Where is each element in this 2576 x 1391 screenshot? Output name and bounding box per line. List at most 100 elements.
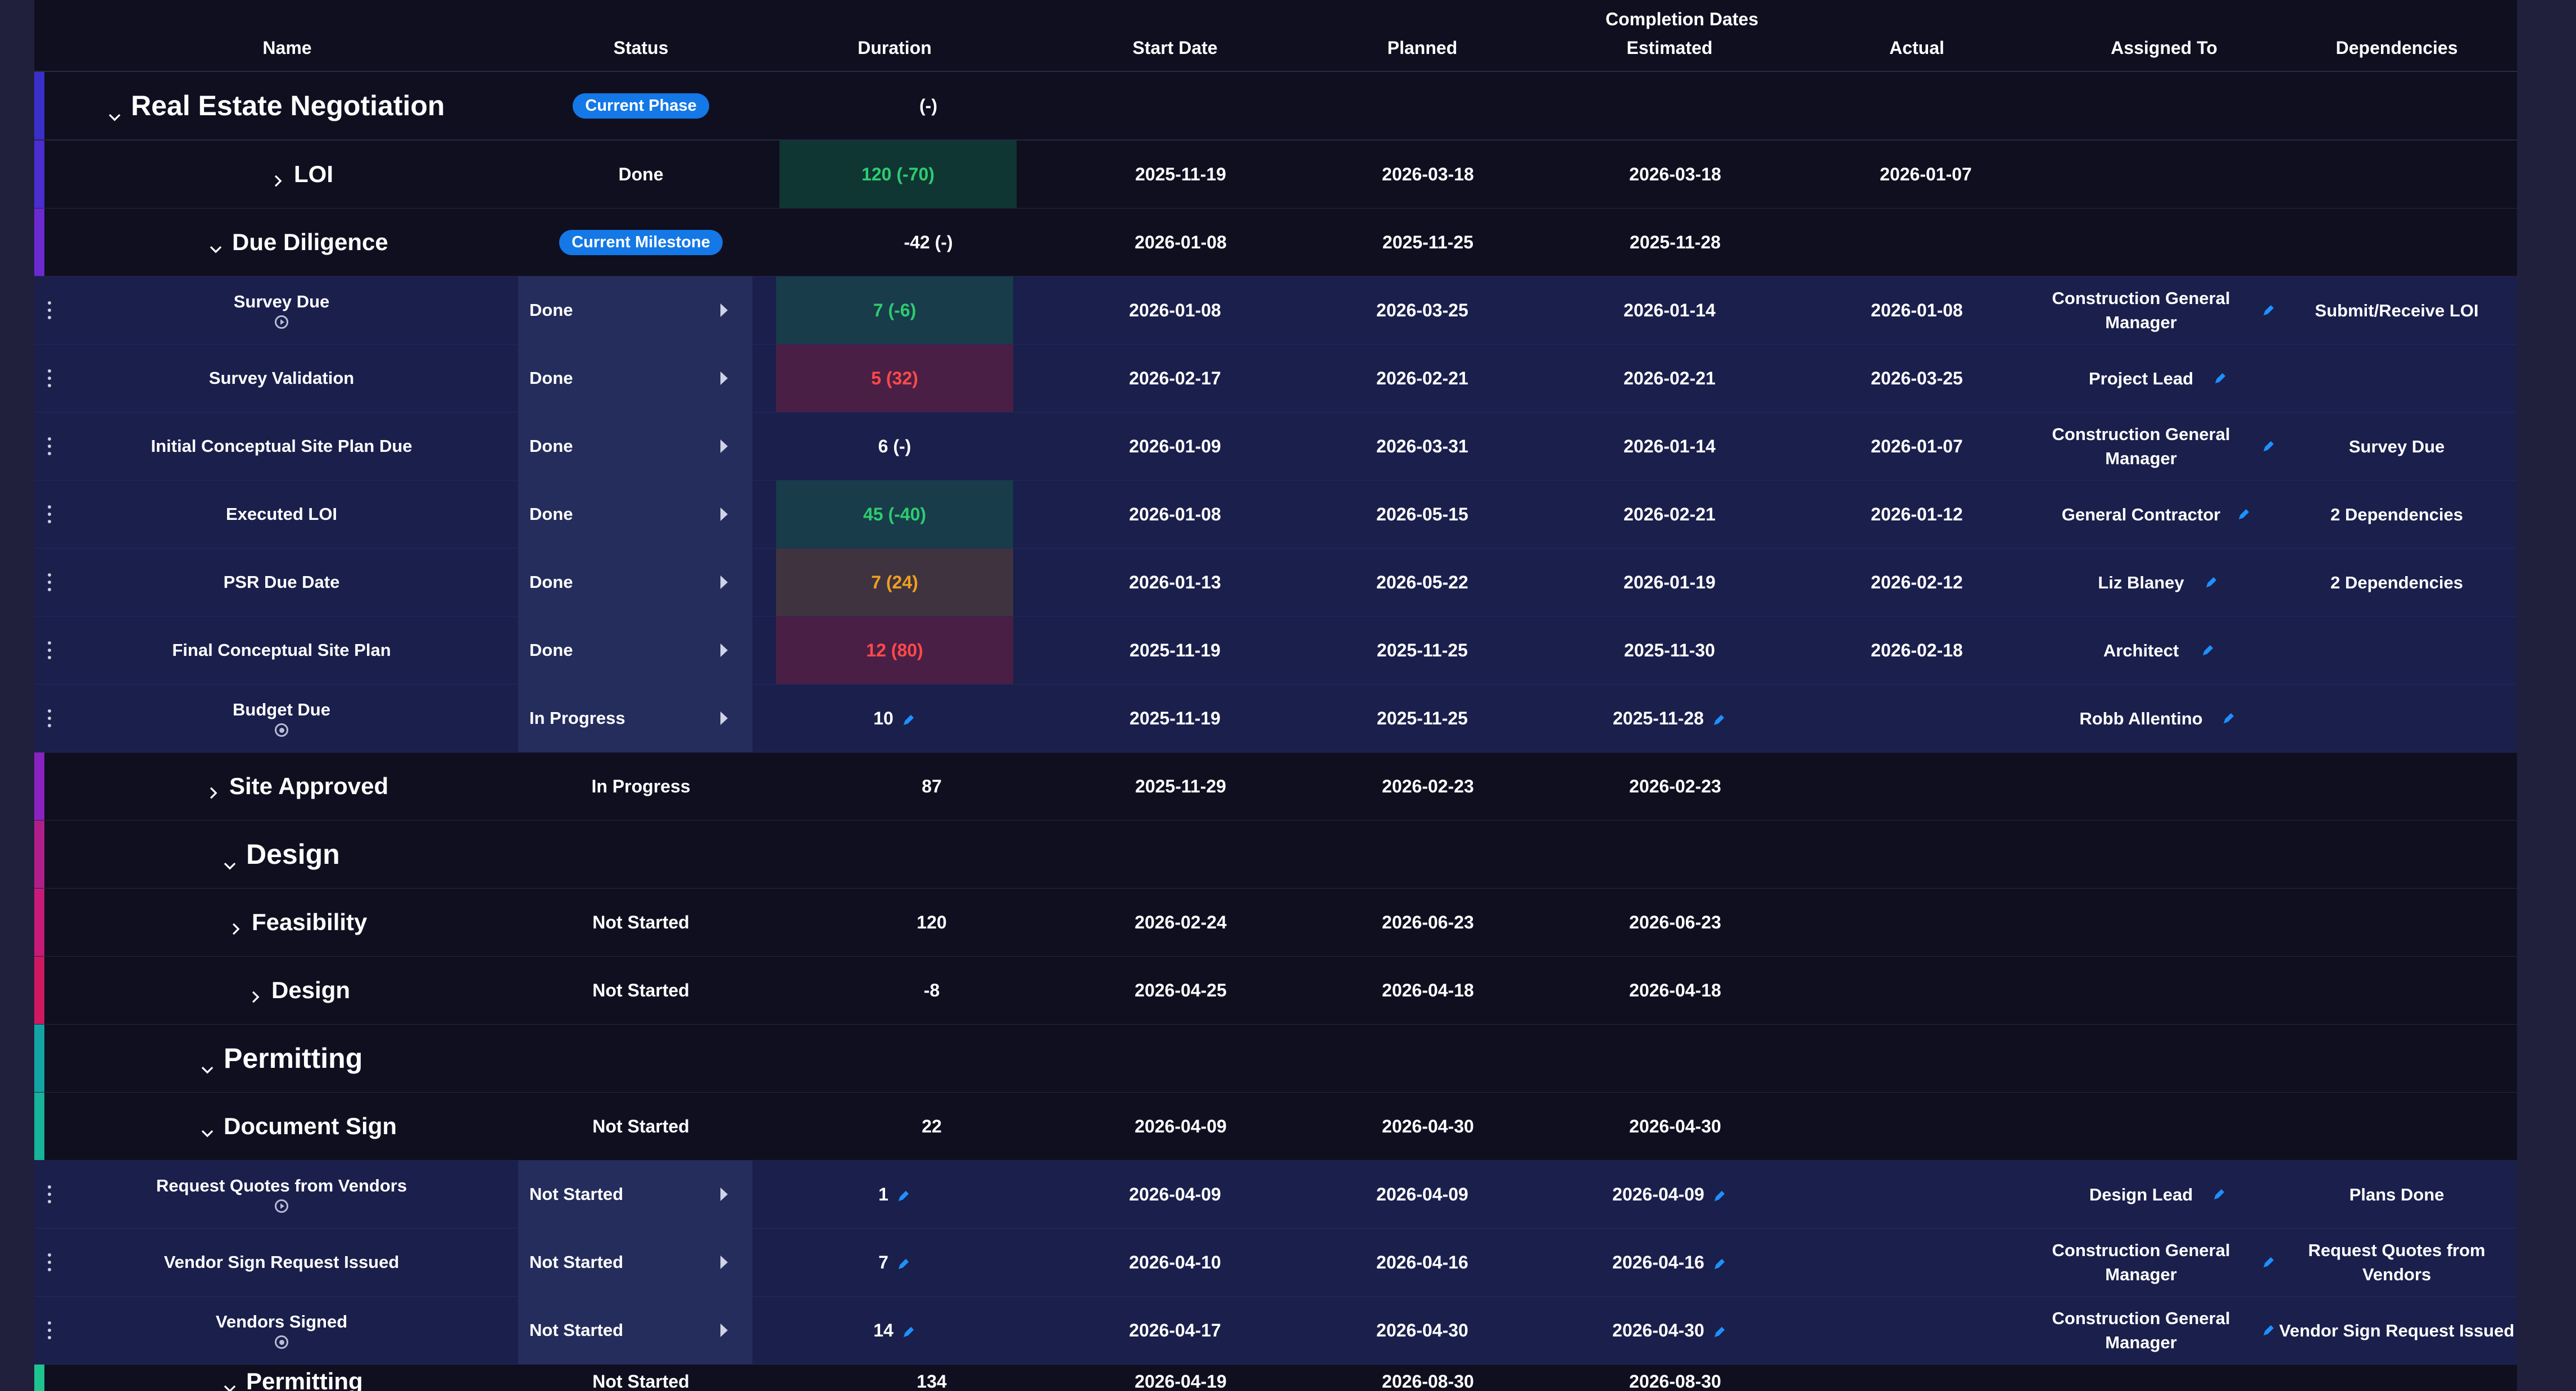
estimated-date-cell[interactable]: 2026-04-09 [1546, 1161, 1793, 1228]
row-menu-icon[interactable] [48, 369, 51, 387]
milestone-row[interactable]: Permitting Not Started 134 2026-04-19 20… [34, 1365, 2517, 1391]
row-menu-icon[interactable] [48, 573, 51, 591]
task-row[interactable]: Survey Validation Done 5 (32) 2026-02-17… [34, 345, 2517, 413]
dependency-cell[interactable]: 2 Dependencies [2330, 504, 2464, 524]
col-header-estimated[interactable]: Estimated [1626, 38, 1713, 58]
milestone-name[interactable]: Document Sign [200, 1093, 397, 1160]
task-name-cell[interactable]: Final Conceptual Site Plan [57, 617, 506, 684]
status-dropdown[interactable]: Not Started [518, 1161, 752, 1228]
assigned-to-cell[interactable]: Liz Blaney [2023, 549, 2304, 616]
assigned-to-cell[interactable]: General Contractor [2023, 481, 2304, 548]
milestone-name[interactable]: Due Diligence [208, 209, 388, 276]
task-name-cell[interactable]: Vendor Sign Request Issued [57, 1229, 506, 1296]
status-dropdown[interactable]: Done [518, 549, 752, 616]
assigned-to-cell[interactable]: Design Lead [2023, 1161, 2304, 1228]
task-row[interactable]: Final Conceptual Site Plan Done 12 (80) … [34, 617, 2517, 685]
duration-cell[interactable]: 7 [776, 1229, 1013, 1296]
dependency-cell[interactable]: Request Quotes from Vendors [2308, 1240, 2486, 1284]
col-header-planned[interactable]: Planned [1387, 38, 1458, 58]
chevron-down-icon[interactable] [107, 98, 122, 121]
edit-pencil-icon[interactable] [2261, 303, 2276, 318]
milestone-row[interactable]: LOI Done 120 (-70) 2025-11-19 2026-03-18… [34, 141, 2517, 209]
task-row[interactable]: Survey Due Done 7 (-6) 2026-01-08 2026-0… [34, 277, 2517, 345]
phase-name[interactable]: Design [223, 821, 340, 888]
task-name-cell[interactable]: Survey Due [57, 277, 506, 344]
play-circle-icon[interactable] [275, 315, 288, 329]
duration-cell[interactable]: 1 [776, 1161, 1013, 1228]
edit-pencil-icon[interactable] [2212, 1187, 2226, 1202]
edit-pencil-icon[interactable] [896, 1187, 911, 1202]
milestone-row[interactable]: Site Approved In Progress 87 2025-11-29 … [34, 753, 2517, 821]
row-menu-icon[interactable] [48, 437, 51, 455]
duration-cell[interactable]: 10 [776, 685, 1013, 752]
task-row[interactable]: Vendors Signed Not Started 14 2026-04-17… [34, 1297, 2517, 1365]
col-header-start-date[interactable]: Start Date [1132, 38, 1218, 58]
task-row[interactable]: Vendor Sign Request Issued Not Started 7… [34, 1229, 2517, 1297]
edit-pencil-icon[interactable] [2204, 575, 2219, 590]
phase-row[interactable]: Real Estate Negotiation Current Phase (-… [34, 72, 2517, 141]
assigned-to-cell[interactable]: Project Lead [2023, 345, 2304, 412]
edit-pencil-icon[interactable] [2213, 371, 2228, 386]
chevron-right-icon[interactable] [270, 167, 285, 187]
edit-pencil-icon[interactable] [896, 1255, 911, 1270]
edit-pencil-icon[interactable] [1712, 1323, 1727, 1338]
col-header-name[interactable]: Name [262, 38, 312, 58]
assigned-to-cell[interactable]: Construction General Manager [2023, 1229, 2304, 1296]
task-name-cell[interactable]: Initial Conceptual Site Plan Due [57, 413, 506, 480]
milestone-row[interactable]: Feasibility Not Started 120 2026-02-24 2… [34, 889, 2517, 957]
edit-pencil-icon[interactable] [2261, 1255, 2276, 1270]
chevron-down-icon[interactable] [223, 847, 237, 870]
record-circle-icon[interactable] [275, 1335, 288, 1349]
task-row[interactable]: Request Quotes from Vendors Not Started … [34, 1161, 2517, 1229]
row-menu-icon[interactable] [48, 1321, 51, 1339]
status-dropdown[interactable]: Done [518, 481, 752, 548]
dependency-cell[interactable] [2276, 617, 2517, 684]
assigned-to-cell[interactable]: Construction General Manager [2023, 413, 2304, 480]
chevron-down-icon[interactable] [200, 1119, 215, 1138]
col-header-actual[interactable]: Actual [1889, 38, 1944, 58]
task-name-cell[interactable]: Survey Validation [57, 345, 506, 412]
milestone-name[interactable]: Design [248, 957, 350, 1024]
edit-pencil-icon[interactable] [901, 1323, 916, 1338]
dependency-cell[interactable]: Vendor Sign Request Issued [2279, 1320, 2515, 1340]
dependency-cell[interactable] [2276, 345, 2517, 412]
edit-pencil-icon[interactable] [2237, 507, 2251, 522]
chevron-right-icon[interactable] [228, 915, 243, 935]
row-menu-icon[interactable] [48, 301, 51, 319]
edit-pencil-icon[interactable] [1712, 1187, 1727, 1202]
dependency-cell[interactable]: Survey Due [2348, 436, 2445, 456]
edit-pencil-icon[interactable] [2201, 643, 2215, 658]
chevron-down-icon[interactable] [200, 1051, 215, 1074]
edit-pencil-icon[interactable] [2261, 1323, 2276, 1338]
assigned-to-cell[interactable]: Construction General Manager [2023, 277, 2304, 344]
task-row[interactable]: Initial Conceptual Site Plan Due Done 6 … [34, 413, 2517, 481]
milestone-name[interactable]: Site Approved [206, 753, 388, 820]
col-header-assigned-to[interactable]: Assigned To [2111, 38, 2217, 58]
task-row[interactable]: Budget Due In Progress 10 2025-11-19 202… [34, 685, 2517, 753]
col-header-duration[interactable]: Duration [858, 38, 932, 58]
edit-pencil-icon[interactable] [2261, 439, 2276, 454]
status-dropdown[interactable]: Done [518, 413, 752, 480]
assigned-to-cell[interactable]: Architect [2023, 617, 2304, 684]
row-menu-icon[interactable] [48, 641, 51, 659]
task-row[interactable]: Executed LOI Done 45 (-40) 2026-01-08 20… [34, 481, 2517, 549]
task-row[interactable]: PSR Due Date Done 7 (24) 2026-01-13 2026… [34, 549, 2517, 617]
col-header-dependencies[interactable]: Dependencies [2335, 38, 2458, 58]
estimated-date-cell[interactable]: 2026-04-16 [1546, 1229, 1793, 1296]
task-name-cell[interactable]: Request Quotes from Vendors [57, 1161, 506, 1228]
phase-name[interactable]: Real Estate Negotiation [107, 72, 445, 139]
row-menu-icon[interactable] [48, 709, 51, 727]
edit-pencil-icon[interactable] [2221, 711, 2236, 726]
estimated-date-cell[interactable]: 2025-11-28 [1546, 685, 1793, 752]
status-dropdown[interactable]: In Progress [518, 685, 752, 752]
estimated-date-cell[interactable]: 2026-04-30 [1546, 1297, 1793, 1364]
milestone-name[interactable]: Permitting [223, 1365, 363, 1391]
milestone-row[interactable]: Design Not Started -8 2026-04-25 2026-04… [34, 957, 2517, 1025]
chevron-right-icon[interactable] [206, 779, 220, 799]
row-menu-icon[interactable] [48, 1253, 51, 1271]
row-menu-icon[interactable] [48, 505, 51, 523]
task-name-cell[interactable]: Budget Due [57, 685, 506, 752]
milestone-name[interactable]: Feasibility [228, 889, 367, 956]
phase-row[interactable]: Permitting [34, 1025, 2517, 1093]
chevron-right-icon[interactable] [248, 983, 262, 1003]
